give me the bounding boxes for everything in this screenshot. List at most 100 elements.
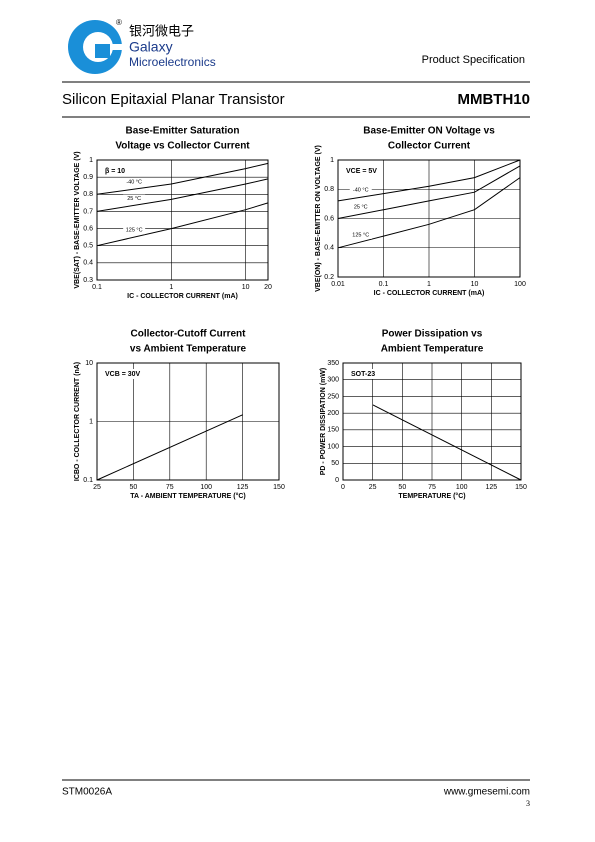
curve <box>96 414 243 481</box>
y-tick-label: 0.2 <box>324 274 334 281</box>
x-tick-label: 50 <box>398 484 406 491</box>
chart-title: Collector Current <box>388 141 471 152</box>
y-tick-label: 350 <box>327 360 339 367</box>
y-tick-label: 150 <box>327 427 339 434</box>
curve <box>96 178 269 212</box>
annotation-bg <box>348 369 382 379</box>
y-tick-label: 0.6 <box>324 215 334 222</box>
curve-label: 25 °C <box>354 205 368 211</box>
curve <box>337 165 521 219</box>
y-axis-label: PD - POWER DISSIPATION (mW) <box>320 368 327 475</box>
x-tick-label: 0.1 <box>379 281 389 288</box>
registered: ® <box>116 18 122 27</box>
curve-label: 25 °C <box>127 196 141 202</box>
y-tick-label: 0.1 <box>83 477 93 484</box>
annotation: VCE = 5V <box>346 168 377 175</box>
curve-label-bg <box>123 194 146 203</box>
x-tick-label: 150 <box>273 484 285 491</box>
curve-label-bg <box>349 230 372 239</box>
chart-title: Base-Emitter Saturation <box>126 126 240 137</box>
chart-title: Voltage vs Collector Current <box>115 141 250 152</box>
curve-label-bg <box>349 203 372 212</box>
y-tick-label: 100 <box>327 443 339 450</box>
y-tick-label: 1 <box>89 157 93 164</box>
y-tick-label: 0.3 <box>83 277 93 284</box>
x-tick-label: 0 <box>341 484 345 491</box>
x-tick-label: 125 <box>237 484 249 491</box>
doc-type: Product Specification <box>422 54 525 66</box>
brand-sub: Microelectronics <box>129 55 216 69</box>
x-axis-label: IC - COLLECTOR CURRENT (mA) <box>374 290 485 297</box>
doc-title: Silicon Epitaxial Planar Transistor <box>62 91 285 108</box>
x-tick-label: 100 <box>200 484 212 491</box>
curve-label-bg <box>349 186 372 195</box>
y-axis-label: VBE(ON) - BASE-EMITTER ON VOLTAGE (V) <box>315 145 322 292</box>
x-tick-label: 10 <box>471 281 479 288</box>
chart-title: Collector-Cutoff Current <box>131 329 247 340</box>
x-tick-label: 75 <box>428 484 436 491</box>
page-number: 3 <box>526 799 530 808</box>
x-tick-label: 125 <box>485 484 497 491</box>
y-tick-label: 0 <box>335 477 339 484</box>
annotation: VCB = 30V <box>105 371 141 378</box>
curve-label: 125 °C <box>352 232 369 238</box>
x-tick-label: 50 <box>130 484 138 491</box>
chart-title: Ambient Temperature <box>381 344 484 355</box>
y-tick-label: 0.4 <box>83 260 93 267</box>
y-tick-label: 0.8 <box>324 186 334 193</box>
x-tick-label: 100 <box>514 281 526 288</box>
x-axis-label: IC - COLLECTOR CURRENT (mA) <box>127 293 238 300</box>
curve-label-bg <box>123 178 146 187</box>
doc-code: STM0026A <box>62 787 112 798</box>
x-tick-label: 100 <box>456 484 468 491</box>
y-tick-label: 50 <box>331 460 339 467</box>
curve-label: -40 °C <box>126 180 142 186</box>
plot-frame <box>96 159 269 281</box>
x-axis-label: TEMPERATURE (°C) <box>398 492 465 500</box>
brand-cn: 银河微电子 <box>129 23 194 38</box>
x-tick-label: 75 <box>166 484 174 491</box>
y-tick-label: 0.6 <box>83 225 93 232</box>
x-tick-label: 10 <box>242 284 250 291</box>
x-axis-label: TA - AMBIENT TEMPERATURE (°C) <box>130 492 246 500</box>
curve <box>337 177 521 249</box>
curve <box>337 159 521 202</box>
y-axis-label: ICBO - COLLECTOR CURRENT (nA) <box>74 362 81 481</box>
part-number: MMBTH10 <box>457 91 530 108</box>
x-tick-label: 150 <box>515 484 527 491</box>
annotation-bg <box>343 166 377 176</box>
y-axis-label: VBE(SAT) - BASE-EMITTER VOLTAGE (V) <box>74 151 81 288</box>
y-tick-label: 0.8 <box>83 191 93 198</box>
curve-label: -40 °C <box>353 188 369 194</box>
url: www.gmesemi.com <box>443 787 530 798</box>
y-tick-label: 250 <box>327 393 339 400</box>
chart-title: Base-Emitter ON Voltage vs <box>363 126 495 137</box>
logo-bar <box>95 44 110 58</box>
x-tick-label: 0.1 <box>92 284 102 291</box>
chart-title: vs Ambient Temperature <box>130 344 247 355</box>
annotation-bg <box>102 369 136 379</box>
annotation-bg <box>102 166 136 176</box>
logo <box>68 20 124 74</box>
x-tick-label: 20 <box>264 284 272 291</box>
logo-cut <box>98 44 124 50</box>
chart-title: Power Dissipation vs <box>382 329 483 340</box>
y-tick-label: 0.4 <box>324 245 334 252</box>
x-tick-label: 0.01 <box>331 281 345 288</box>
x-tick-label: 25 <box>369 484 377 491</box>
brand: Galaxy <box>129 39 173 55</box>
curve-label: 125 °C <box>126 228 143 234</box>
annotation: β = 10 <box>105 168 125 175</box>
x-tick-label: 1 <box>427 281 431 288</box>
y-tick-label: 1 <box>89 418 93 425</box>
curve <box>372 404 522 481</box>
y-tick-label: 0.7 <box>83 208 93 215</box>
x-tick-label: 1 <box>169 284 173 291</box>
y-tick-label: 0.9 <box>83 174 93 181</box>
curve-label-bg <box>123 226 146 235</box>
plot-frame <box>96 362 280 481</box>
annotation: SOT-23 <box>351 371 375 378</box>
plot-frame <box>342 362 522 481</box>
